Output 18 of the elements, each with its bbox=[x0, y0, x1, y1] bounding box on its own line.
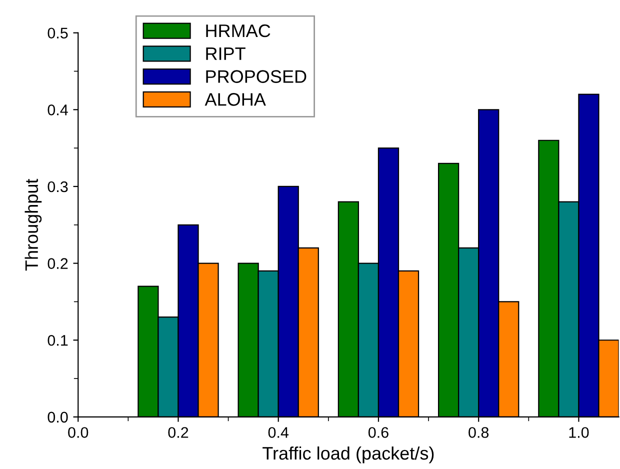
x-tick-label: 0.6 bbox=[368, 427, 388, 438]
y-tick-label: 0.0 bbox=[48, 412, 68, 423]
x-tick-label: 0.4 bbox=[268, 427, 289, 438]
legend-label: HRMAC bbox=[206, 24, 270, 38]
x-tick-label: 0.8 bbox=[468, 427, 489, 438]
y-tick-label: 0.5 bbox=[48, 28, 68, 39]
y-tick-label: 0.3 bbox=[48, 181, 68, 192]
legend-label: ALOHA bbox=[204, 93, 266, 106]
legend-label: RIPT bbox=[206, 47, 246, 60]
y-tick-label: 0.4 bbox=[48, 104, 68, 116]
legend-label: PROPOSED bbox=[206, 70, 306, 83]
y-axis-title: Throughput bbox=[24, 178, 42, 271]
x-axis-title: Traffic load (packet/s) bbox=[262, 446, 434, 464]
x-tick-label: 0.0 bbox=[68, 427, 88, 438]
x-tick-label: 0.2 bbox=[168, 427, 188, 438]
y-tick-label: 0.1 bbox=[48, 334, 68, 346]
y-tick-label: 0.2 bbox=[48, 258, 68, 269]
x-tick-label: 1.0 bbox=[569, 427, 589, 438]
